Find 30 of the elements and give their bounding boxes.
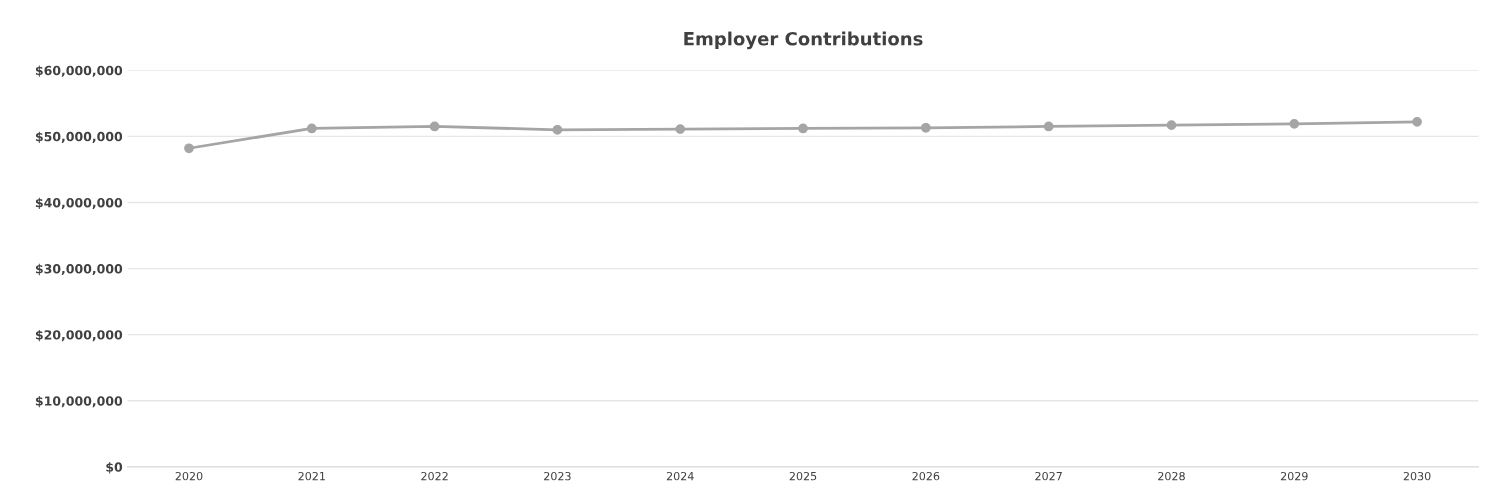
x-tick-label: 2027 bbox=[1035, 471, 1062, 481]
point bbox=[675, 124, 686, 134]
y-tick-label: $10,000,000 bbox=[35, 396, 123, 408]
x-tick-label: 2028 bbox=[1158, 471, 1185, 481]
y-tick-label: $20,000,000 bbox=[35, 329, 123, 342]
x-tick-label: 2024 bbox=[666, 471, 694, 481]
x-tick-label: 2022 bbox=[421, 471, 448, 481]
y-tick-label: $30,000,000 bbox=[35, 263, 123, 276]
x-tick-label: 2020 bbox=[175, 471, 203, 481]
y-tick-label: $50,000,000 bbox=[35, 131, 123, 143]
x-tick-label: 2025 bbox=[789, 471, 817, 481]
point bbox=[798, 123, 808, 134]
y-tick-label: $60,000,000 bbox=[35, 65, 123, 77]
point bbox=[552, 124, 563, 135]
point bbox=[1043, 121, 1054, 132]
point bbox=[1289, 118, 1300, 129]
y-tick-label: $0 bbox=[106, 462, 123, 474]
point bbox=[1412, 116, 1422, 127]
x-tick-label: 2026 bbox=[912, 471, 940, 481]
x-tick-label: 2021 bbox=[298, 471, 325, 481]
x-tick-label: 2029 bbox=[1280, 471, 1308, 481]
point bbox=[184, 143, 194, 154]
x-tick-label: 2023 bbox=[544, 471, 571, 481]
x-tick-label: 2030 bbox=[1403, 471, 1431, 481]
point bbox=[1166, 120, 1177, 131]
chart-title: Employer Contributions bbox=[684, 31, 923, 50]
point bbox=[920, 122, 931, 133]
y-tick-label: $40,000,000 bbox=[35, 197, 123, 210]
point bbox=[429, 121, 440, 132]
point bbox=[306, 123, 317, 134]
